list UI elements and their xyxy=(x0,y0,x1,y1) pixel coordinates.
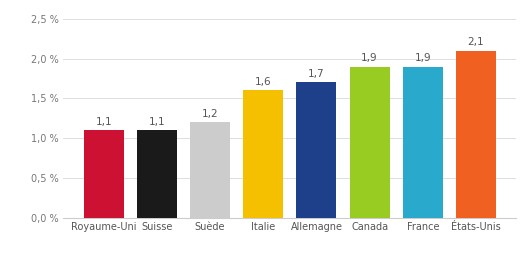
Text: 1,9: 1,9 xyxy=(414,53,431,63)
Bar xyxy=(137,130,177,218)
Text: 1,7: 1,7 xyxy=(308,69,325,79)
Bar xyxy=(456,51,496,218)
Bar xyxy=(84,130,124,218)
Bar xyxy=(297,82,336,218)
Text: 1,6: 1,6 xyxy=(255,77,271,87)
Bar xyxy=(403,66,443,218)
Text: 1,1: 1,1 xyxy=(149,117,165,127)
Text: 1,9: 1,9 xyxy=(362,53,378,63)
Text: 2,1: 2,1 xyxy=(467,37,484,47)
Bar xyxy=(243,90,283,218)
Text: 1,2: 1,2 xyxy=(202,109,218,119)
Bar xyxy=(190,122,230,218)
Bar xyxy=(349,66,389,218)
Text: 1,1: 1,1 xyxy=(95,117,112,127)
